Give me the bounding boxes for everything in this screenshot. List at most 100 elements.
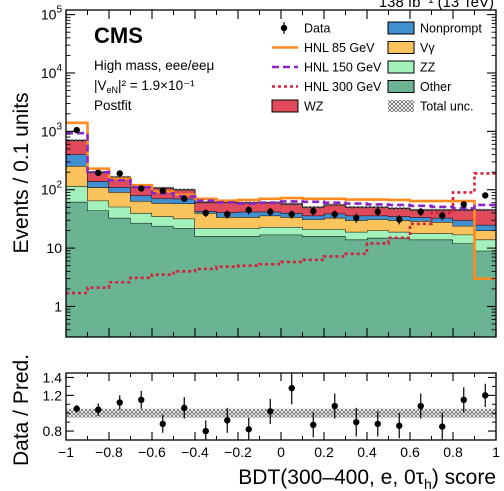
legend-label-wz: WZ: [304, 100, 324, 114]
bar-zz-bin-11: [302, 229, 324, 237]
legend-label-hnl300gev: HNL 300 GeV: [304, 80, 382, 94]
data-point: [245, 206, 252, 214]
bar-wz-bin-1: [87, 172, 109, 182]
data-point: [374, 208, 381, 215]
bar-wz-bin-15: [388, 208, 410, 217]
bar-zz-bin-5: [173, 218, 195, 229]
bar-zz-bin-12: [324, 229, 346, 237]
bar-zz-bin-17: [431, 233, 453, 240]
bar-zz-bin-14: [367, 230, 389, 238]
bar-v-bin-14: [367, 219, 389, 231]
data-point: [396, 216, 403, 223]
signal-curves: [66, 121, 496, 295]
ratio-y-axis-title: Data / Pred.: [10, 354, 33, 466]
x-tick-label: 0: [277, 444, 285, 460]
bar-nonprompt-bin-3: [130, 195, 152, 202]
ratio-y-tick-label: 0.8: [43, 423, 63, 439]
bar-v-bin-13: [345, 220, 367, 232]
data-point: [95, 169, 102, 177]
ratio-point: [460, 396, 467, 403]
ratio-uncertainty-band: [66, 408, 496, 418]
ratio-point: [267, 408, 274, 415]
data-point: [202, 209, 209, 217]
bar-other-bin-0: [66, 201, 88, 337]
bar-zz-bin-16: [410, 233, 432, 240]
x-tick-label: −0.8: [95, 444, 123, 460]
total-unc-bin-13: [345, 206, 367, 209]
bar-v-bin-18: [453, 225, 475, 235]
y-tick-label: 103: [41, 121, 63, 139]
bar-wz-bin-2: [109, 177, 131, 188]
bar-zz-bin-6: [195, 228, 217, 237]
bar-other-bin-12: [324, 236, 346, 337]
ratio-points: [73, 373, 489, 440]
lumi-label: 138 fb⁻¹ (13 TeV): [379, 0, 494, 11]
total-unc-bin-6: [195, 201, 217, 204]
bar-wz-bin-12: [324, 204, 346, 214]
bar-v-bin-6: [195, 212, 217, 229]
ratio-axes: −1 −0.8 −0.6 −0.4 −0.2 0 0.2 0.4 0.6 0.8 1 0.8 1.2 1.…: [43, 369, 501, 460]
data-point: [353, 214, 360, 222]
x-tick-label: 0.2: [314, 444, 334, 460]
bar-v-bin-7: [216, 217, 238, 229]
ratio-point: [310, 421, 317, 429]
bar-other-bin-2: [109, 217, 131, 337]
bar-nonprompt-bin-19: [474, 224, 496, 231]
legend-marker-zz: [387, 60, 415, 74]
legend-marker-wz: [271, 99, 299, 113]
bar-wz-bin-13: [345, 207, 367, 216]
data-points: [73, 126, 489, 225]
bar-wz-bin-0: [66, 140, 88, 155]
bar-zz-bin-8: [238, 228, 260, 237]
bar-wz-bin-7: [216, 202, 238, 213]
bar-other-bin-15: [388, 237, 410, 337]
total-unc-bin-2: [109, 175, 131, 179]
x-axis-title-subscript: h: [424, 476, 432, 491]
ratio-point: [374, 420, 381, 428]
x-axis-title: BDT(300–400, e, 0τh) score: [238, 466, 496, 491]
legend-marker-data: [280, 24, 288, 32]
x-tick-label: −0.4: [181, 444, 209, 460]
coupling-label: |VeN|² = 1.9×10⁻¹: [94, 78, 195, 95]
bar-wz-bin-18: [453, 209, 475, 221]
data-point: [417, 208, 424, 215]
total-unc-bin-0: [66, 139, 88, 142]
ratio-point: [138, 396, 145, 403]
total-unc-bin-5: [173, 188, 195, 192]
bar-v-bin-9: [259, 215, 281, 227]
bar-zz-bin-7: [216, 228, 238, 237]
bar-other-bin-9: [259, 234, 281, 337]
total-unc-bin-18: [453, 208, 475, 212]
legend-label-hnl85gev: HNL 85 GeV: [304, 41, 375, 55]
total-unc-bin-17: [431, 208, 453, 212]
total-unc-bin-10: [281, 202, 303, 206]
bar-v-bin-17: [431, 222, 453, 234]
bar-nonprompt-bin-1: [87, 181, 109, 188]
bar-v-bin-0: [66, 166, 88, 187]
data-point: [224, 211, 231, 218]
data-point: [331, 211, 338, 218]
ratio-point: [417, 402, 424, 410]
bar-wz-bin-19: [474, 209, 496, 225]
ratio-plot-frame: [65, 372, 497, 441]
bar-nonprompt-bin-0: [66, 154, 88, 167]
signal-line-300gev: [66, 172, 496, 295]
bar-wz-bin-10: [281, 203, 303, 213]
cms-label: CMS: [94, 23, 143, 48]
legend-label-totalunc: Total unc.: [420, 100, 474, 114]
data-point: [310, 207, 317, 215]
ratio-point: [353, 418, 360, 426]
bar-v-bin-3: [130, 201, 152, 213]
legend-marker-totalunc: [388, 100, 414, 112]
ratio-point: [116, 399, 123, 406]
bar-v-bin-12: [324, 217, 346, 230]
data-point: [138, 185, 145, 192]
ratio-point: [245, 426, 252, 433]
total-unc-bin-12: [324, 203, 346, 207]
bar-nonprompt-bin-8: [238, 211, 260, 218]
total-unc-bin-14: [367, 206, 389, 209]
bar-other-bin-11: [302, 236, 324, 337]
bar-wz-bin-6: [195, 202, 217, 212]
x-tick-label: 1: [492, 444, 500, 460]
bar-other-bin-4: [152, 225, 174, 337]
